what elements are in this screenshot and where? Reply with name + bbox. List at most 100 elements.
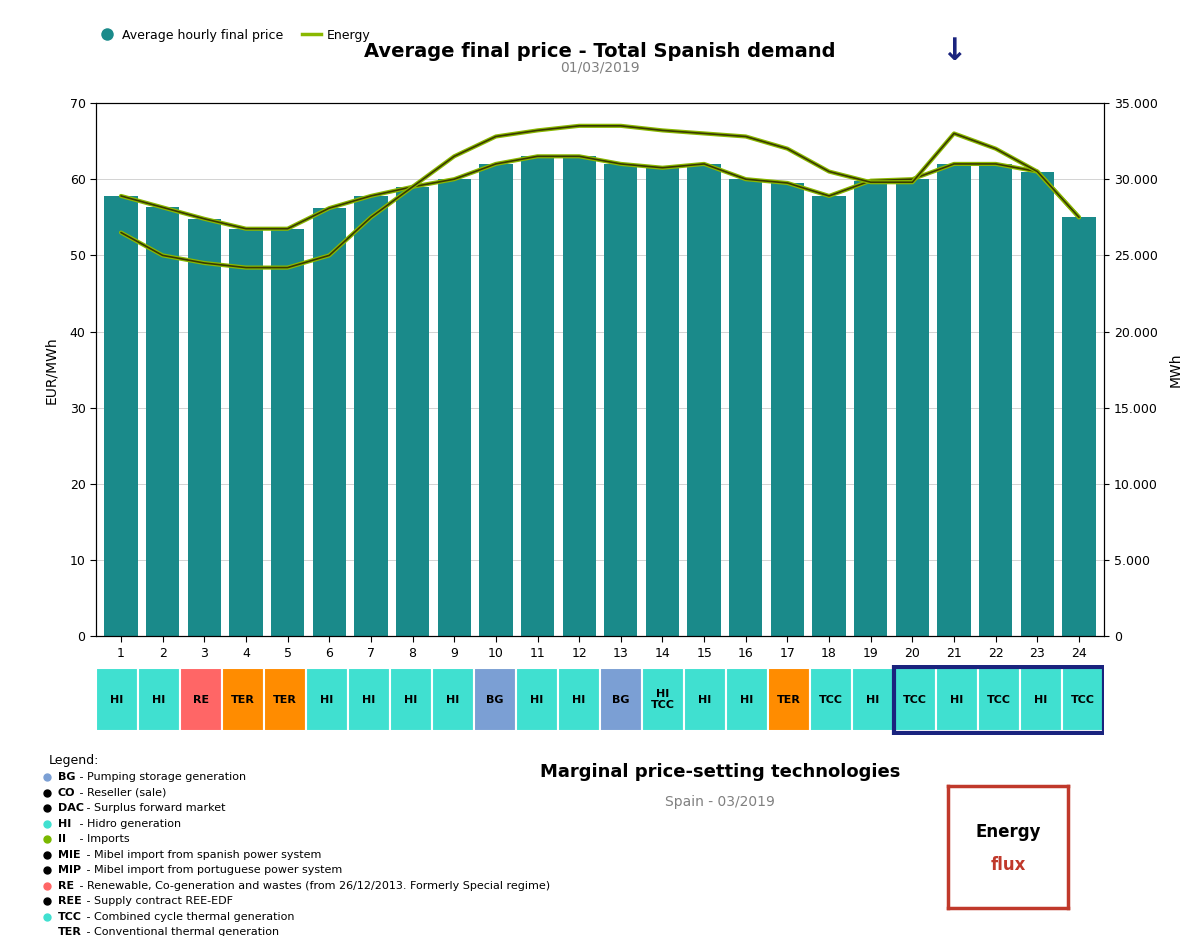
Text: DAC: DAC bbox=[58, 803, 84, 813]
Bar bbox=[854, 181, 888, 636]
Bar bbox=[354, 196, 388, 636]
Text: BG: BG bbox=[58, 772, 76, 782]
Text: TER: TER bbox=[58, 927, 82, 936]
Text: - Supply contract REE-EDF: - Supply contract REE-EDF bbox=[84, 896, 234, 906]
Bar bbox=[138, 668, 180, 731]
Bar bbox=[438, 179, 470, 636]
Bar bbox=[730, 179, 762, 636]
Text: II: II bbox=[58, 834, 66, 844]
Text: TER: TER bbox=[232, 695, 254, 705]
Text: - Mibel import from portuguese power system: - Mibel import from portuguese power sys… bbox=[84, 865, 343, 875]
Text: - Combined cycle thermal generation: - Combined cycle thermal generation bbox=[84, 912, 295, 922]
Text: TCC: TCC bbox=[1072, 695, 1096, 705]
Text: TCC: TCC bbox=[986, 695, 1010, 705]
Text: HI: HI bbox=[446, 695, 460, 705]
Text: HI: HI bbox=[152, 695, 166, 705]
Bar bbox=[812, 196, 846, 636]
Text: HI: HI bbox=[530, 695, 544, 705]
Text: Average final price - Total Spanish demand: Average final price - Total Spanish dema… bbox=[365, 42, 835, 61]
Bar bbox=[646, 168, 679, 636]
Bar bbox=[688, 164, 721, 636]
Legend: Average hourly final price, Energy: Average hourly final price, Energy bbox=[92, 23, 376, 47]
Text: HI: HI bbox=[320, 695, 334, 705]
Text: Spain - 03/2019: Spain - 03/2019 bbox=[665, 796, 775, 809]
Text: TCC: TCC bbox=[818, 695, 842, 705]
Bar bbox=[852, 668, 894, 731]
Bar bbox=[222, 668, 264, 731]
Text: Marginal price-setting technologies: Marginal price-setting technologies bbox=[540, 763, 900, 782]
Text: HI
TCC: HI TCC bbox=[650, 689, 674, 710]
Text: 01/03/2019: 01/03/2019 bbox=[560, 61, 640, 75]
Text: MIP: MIP bbox=[58, 865, 80, 875]
Text: RE: RE bbox=[193, 695, 209, 705]
Text: - Pumping storage generation: - Pumping storage generation bbox=[76, 772, 246, 782]
Text: BG: BG bbox=[486, 695, 504, 705]
Text: - Renewable, Co-generation and wastes (from 26/12/2013. Formerly Special regime): - Renewable, Co-generation and wastes (f… bbox=[76, 881, 550, 890]
Bar bbox=[306, 668, 348, 731]
Bar bbox=[894, 666, 1104, 733]
Text: HI: HI bbox=[866, 695, 880, 705]
Text: - Hidro generation: - Hidro generation bbox=[76, 819, 181, 828]
Bar bbox=[558, 668, 600, 731]
Text: - Imports: - Imports bbox=[76, 834, 130, 844]
Text: TCC: TCC bbox=[58, 912, 82, 922]
Text: TER: TER bbox=[778, 695, 800, 705]
Text: - Reseller (sale): - Reseller (sale) bbox=[76, 788, 167, 797]
Bar bbox=[894, 668, 936, 731]
Bar bbox=[937, 164, 971, 636]
Bar bbox=[978, 668, 1020, 731]
Bar bbox=[684, 668, 726, 731]
Y-axis label: EUR/MWh: EUR/MWh bbox=[44, 336, 59, 403]
Bar bbox=[604, 164, 637, 636]
Bar bbox=[474, 668, 516, 731]
Bar bbox=[642, 668, 684, 731]
Bar bbox=[895, 179, 929, 636]
Bar bbox=[229, 228, 263, 636]
Text: HI: HI bbox=[362, 695, 376, 705]
Bar bbox=[348, 668, 390, 731]
Bar bbox=[516, 668, 558, 731]
Text: HI: HI bbox=[1034, 695, 1048, 705]
Text: TCC: TCC bbox=[904, 695, 928, 705]
Text: RE: RE bbox=[58, 881, 74, 890]
Text: BG: BG bbox=[612, 695, 630, 705]
Bar bbox=[146, 208, 179, 636]
Bar bbox=[96, 668, 138, 731]
Bar bbox=[271, 228, 305, 636]
Text: HI: HI bbox=[404, 695, 418, 705]
Bar bbox=[563, 156, 596, 636]
Text: flux: flux bbox=[990, 856, 1026, 874]
Text: HI: HI bbox=[58, 819, 71, 828]
Text: Legend:: Legend: bbox=[48, 754, 98, 768]
Text: HI: HI bbox=[110, 695, 124, 705]
Text: - Conventional thermal generation: - Conventional thermal generation bbox=[84, 927, 280, 936]
Text: HI: HI bbox=[740, 695, 754, 705]
Text: HI: HI bbox=[698, 695, 712, 705]
Bar bbox=[936, 668, 978, 731]
Text: ↓: ↓ bbox=[941, 37, 967, 66]
Text: REE: REE bbox=[58, 896, 82, 906]
Bar bbox=[187, 219, 221, 636]
Bar bbox=[979, 164, 1013, 636]
Text: TER: TER bbox=[274, 695, 296, 705]
Bar bbox=[1062, 668, 1104, 731]
Bar bbox=[180, 668, 222, 731]
Bar bbox=[1020, 668, 1062, 731]
X-axis label: Hour: Hour bbox=[582, 668, 618, 683]
Bar bbox=[770, 183, 804, 636]
Text: MIE: MIE bbox=[58, 850, 80, 859]
Bar bbox=[264, 668, 306, 731]
Bar bbox=[390, 668, 432, 731]
Bar bbox=[396, 187, 430, 636]
Bar bbox=[104, 196, 138, 636]
Text: Energy: Energy bbox=[976, 824, 1040, 841]
Bar bbox=[1062, 217, 1096, 636]
Text: HI: HI bbox=[572, 695, 586, 705]
Bar bbox=[521, 156, 554, 636]
Text: CO: CO bbox=[58, 788, 76, 797]
Bar bbox=[768, 668, 810, 731]
Text: HI: HI bbox=[950, 695, 964, 705]
Bar bbox=[1021, 171, 1054, 636]
Bar bbox=[810, 668, 852, 731]
Bar bbox=[432, 668, 474, 731]
